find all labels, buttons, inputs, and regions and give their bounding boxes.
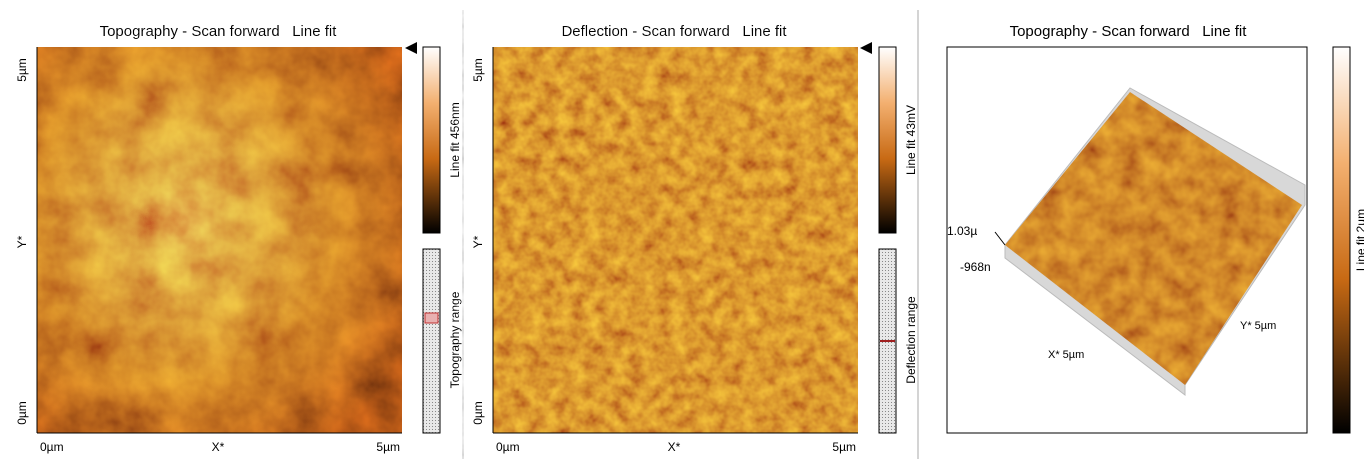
range-handle[interactable] (425, 313, 438, 323)
image-texture (493, 47, 858, 433)
panel-title: Deflection - Scan forward Line fit (561, 23, 787, 40)
range-slider[interactable] (423, 249, 440, 433)
z-label: -968n (960, 260, 991, 274)
y-label: 0µm (15, 401, 29, 425)
image-texture (37, 47, 402, 433)
colorbar-label: Line fit 43mV (904, 105, 918, 175)
z-label: 1.03µ (947, 224, 977, 238)
topography-panel: Topography - Scan forward Line fit 5µm Y… (15, 23, 462, 454)
x-axis-label: X* 5µm (1048, 349, 1084, 361)
x-label: X* (668, 440, 681, 454)
y-label: 0µm (471, 401, 485, 425)
deflection-panel: Deflection - Scan forward Line fit 5µm Y… (471, 23, 918, 454)
colorbar (879, 47, 896, 233)
y-label: 5µm (471, 58, 485, 82)
colorbar-label: Line fit 456nm (448, 102, 462, 177)
y-label: Y* (15, 235, 29, 248)
afm-window: Topography - Scan forward Line fit 5µm Y… (0, 0, 1364, 459)
colorbar (423, 47, 440, 233)
y-label: 5µm (15, 58, 29, 82)
x-label: X* (212, 440, 225, 454)
y-axis-label: Y* 5µm (1240, 320, 1276, 332)
panel-title: Topography - Scan forward Line fit (1010, 23, 1248, 40)
x-label: 5µm (376, 440, 400, 454)
y-label: Y* (471, 235, 485, 248)
range-label: Deflection range (904, 296, 918, 384)
3d-panel: Topography - Scan forward Line fit 1.03µ… (947, 23, 1364, 433)
colorbar-label: Line fit 2µm (1354, 209, 1364, 271)
range-label: Topography range (448, 291, 462, 388)
panel-title: Topography - Scan forward Line fit (100, 23, 338, 40)
x-label: 0µm (40, 440, 64, 454)
x-label: 5µm (832, 440, 856, 454)
x-label: 0µm (496, 440, 520, 454)
colorbar (1333, 47, 1350, 433)
